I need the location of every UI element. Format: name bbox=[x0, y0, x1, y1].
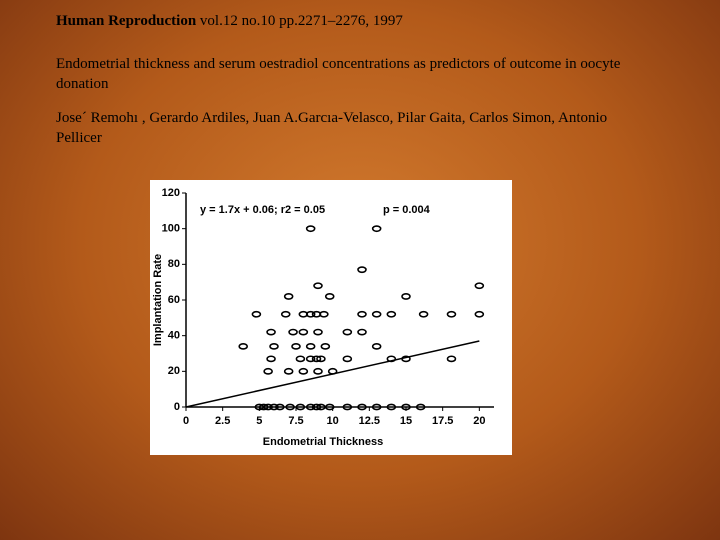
point bbox=[266, 355, 276, 363]
authors: Jose´ Remohı , Gerardo Ardiles, Juan A.G… bbox=[56, 110, 608, 146]
point bbox=[401, 293, 411, 300]
paper-title: Endometrial thickness and serum oestradi… bbox=[56, 56, 621, 92]
annotation: y = 1.7x + 0.06; r2 = 0.05 bbox=[200, 204, 325, 216]
point bbox=[298, 367, 309, 375]
point bbox=[263, 367, 273, 375]
point bbox=[324, 403, 335, 411]
point bbox=[386, 403, 397, 411]
point bbox=[275, 403, 285, 411]
point bbox=[316, 403, 326, 411]
y-tick-label: 20 bbox=[168, 365, 180, 377]
x-tick-label: 0 bbox=[183, 415, 189, 427]
point bbox=[298, 328, 309, 336]
point bbox=[342, 328, 353, 336]
point bbox=[311, 403, 322, 411]
citation: Human Reproduction vol.12 no.10 pp.2271–… bbox=[56, 11, 656, 31]
point bbox=[357, 310, 367, 318]
point bbox=[263, 403, 273, 411]
x-tick-label: 20 bbox=[473, 415, 485, 427]
x-tick-label: 5 bbox=[256, 415, 262, 427]
point bbox=[266, 328, 276, 336]
x-tick-label: 15 bbox=[400, 415, 412, 427]
point bbox=[342, 355, 353, 363]
x-tick-label: 10 bbox=[327, 415, 339, 427]
point bbox=[474, 310, 485, 318]
point bbox=[269, 342, 279, 350]
point bbox=[316, 355, 326, 363]
point bbox=[357, 403, 367, 411]
point bbox=[311, 355, 322, 363]
annotation: p = 0.004 bbox=[383, 204, 431, 216]
point bbox=[238, 342, 248, 350]
point bbox=[305, 403, 316, 411]
y-tick-label: 80 bbox=[168, 258, 180, 270]
x-tick-label: 12.5 bbox=[359, 415, 380, 427]
point bbox=[295, 355, 306, 363]
y-tick-label: 120 bbox=[162, 187, 180, 199]
x-tick-label: 2.5 bbox=[215, 415, 230, 427]
point bbox=[313, 282, 323, 290]
point bbox=[305, 225, 316, 233]
point bbox=[280, 310, 291, 318]
point bbox=[305, 310, 316, 318]
point bbox=[283, 293, 294, 300]
x-tick-label: 7.5 bbox=[288, 415, 303, 427]
point bbox=[357, 328, 367, 336]
point bbox=[291, 342, 301, 350]
y-axis-title: Implantation Rate bbox=[152, 254, 164, 346]
point bbox=[313, 367, 323, 375]
y-tick-label: 60 bbox=[168, 294, 180, 306]
point bbox=[418, 310, 429, 318]
point bbox=[371, 342, 382, 350]
point bbox=[283, 367, 294, 375]
y-tick-label: 0 bbox=[174, 401, 180, 413]
point bbox=[251, 310, 262, 318]
point bbox=[342, 403, 353, 411]
trend-line bbox=[185, 340, 480, 408]
point bbox=[295, 403, 306, 411]
point bbox=[386, 310, 397, 318]
y-tick-label: 100 bbox=[162, 223, 180, 235]
point bbox=[371, 403, 382, 411]
journal-name: Human Reproduction bbox=[56, 13, 197, 29]
point bbox=[446, 310, 457, 318]
point bbox=[285, 403, 295, 411]
point bbox=[269, 403, 279, 411]
x-tick-label: 17.5 bbox=[432, 415, 453, 427]
point bbox=[324, 293, 335, 300]
point bbox=[305, 342, 316, 350]
x-axis-title: Endometrial Thickness bbox=[263, 436, 383, 448]
y-tick-label: 40 bbox=[168, 330, 180, 342]
chart-background bbox=[150, 180, 512, 455]
point bbox=[415, 403, 426, 411]
point bbox=[446, 355, 457, 363]
point bbox=[319, 310, 329, 318]
point bbox=[401, 403, 411, 411]
journal-ref: vol.12 no.10 pp.2271–2276, 1997 bbox=[199, 13, 403, 29]
point bbox=[371, 225, 382, 233]
point bbox=[357, 266, 367, 274]
point bbox=[305, 355, 316, 363]
point bbox=[371, 310, 382, 318]
point bbox=[258, 403, 269, 411]
point bbox=[313, 328, 323, 336]
point bbox=[320, 342, 331, 350]
point bbox=[288, 328, 298, 336]
point bbox=[474, 282, 485, 290]
